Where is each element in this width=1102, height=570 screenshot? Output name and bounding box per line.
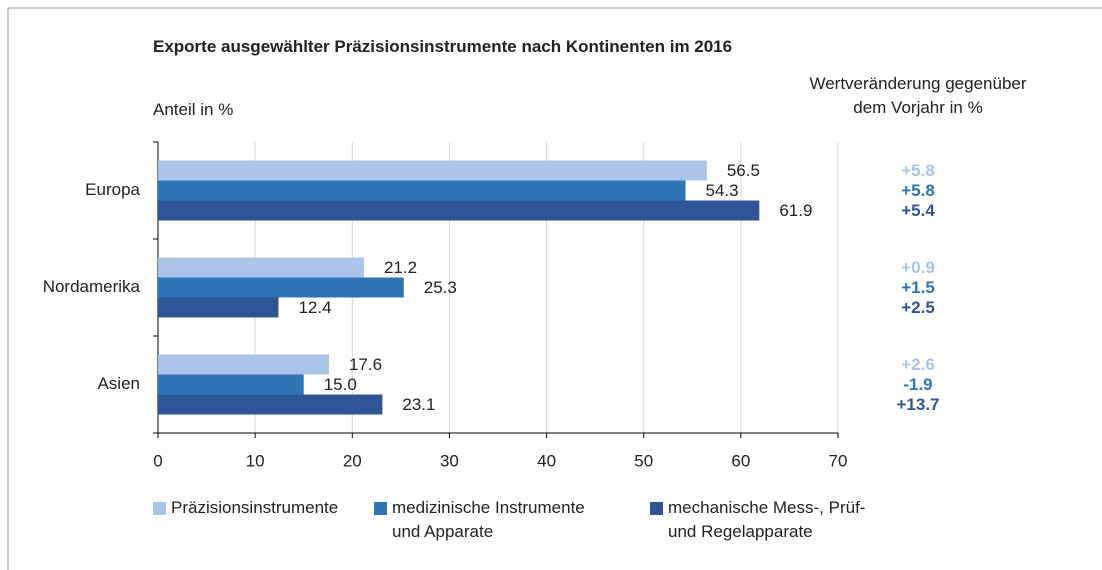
change-label: +1.5	[901, 278, 935, 297]
x-tick-label: 60	[731, 451, 750, 470]
y-tick-label: Europa	[85, 180, 140, 199]
change-label: +2.5	[901, 298, 935, 317]
legend-item: medizinische Instrumente und Apparate	[374, 496, 607, 544]
legend-label: medizinische Instrumente und Apparate	[392, 498, 585, 541]
y-tick-label: Asien	[97, 374, 140, 393]
x-tick-label: 50	[634, 451, 653, 470]
legend-swatch	[374, 502, 387, 515]
axis-label: Anteil in %	[153, 100, 234, 119]
value-label: 56.5	[727, 161, 760, 180]
frame	[7, 7, 1102, 570]
change-title: Wertveränderung gegenüber dem Vorjahr in…	[809, 74, 1027, 117]
legend-item: mechanische Mess-, Prüf- und Regelappara…	[650, 496, 883, 544]
bar	[158, 180, 686, 201]
change-label: +2.6	[901, 355, 935, 374]
change-label: +13.7	[896, 395, 939, 414]
bar	[158, 277, 404, 298]
x-tick-label: 40	[537, 451, 556, 470]
value-label: 15.0	[324, 375, 357, 394]
bar	[158, 297, 279, 318]
x-tick-label: 30	[440, 451, 459, 470]
change-label: +5.4	[901, 201, 935, 220]
bar	[158, 374, 304, 395]
value-label: 23.1	[402, 395, 435, 414]
x-tick-label: 20	[343, 451, 362, 470]
value-label: 54.3	[705, 181, 738, 200]
bar	[158, 257, 364, 278]
value-label: 25.3	[424, 278, 457, 297]
x-tick-label: 10	[246, 451, 265, 470]
bar	[158, 394, 383, 415]
y-tick-label: Nordamerika	[43, 277, 141, 296]
change-label: -1.9	[903, 375, 932, 394]
legend-swatch	[650, 502, 663, 515]
bar	[158, 200, 760, 221]
x-tick-label: 70	[829, 451, 848, 470]
legend-swatch	[153, 502, 166, 515]
legend-label: Präzisionsinstrumente	[171, 498, 339, 517]
x-tick-label: 0	[153, 451, 162, 470]
value-label: 17.6	[349, 355, 382, 374]
change-label: +5.8	[901, 181, 935, 200]
bar	[158, 354, 329, 375]
value-label: 21.2	[384, 258, 417, 277]
value-label: 12.4	[298, 298, 331, 317]
bar	[158, 160, 707, 181]
chart-title: Exporte ausgewählter Präzisionsinstrumen…	[153, 37, 733, 56]
change-label: +5.8	[901, 161, 935, 180]
legend-label: mechanische Mess-, Prüf- und Regelappara…	[668, 498, 866, 541]
change-label: +0.9	[901, 258, 935, 277]
legend-item: Präzisionsinstrumente	[153, 496, 371, 520]
value-label: 61.9	[779, 201, 812, 220]
